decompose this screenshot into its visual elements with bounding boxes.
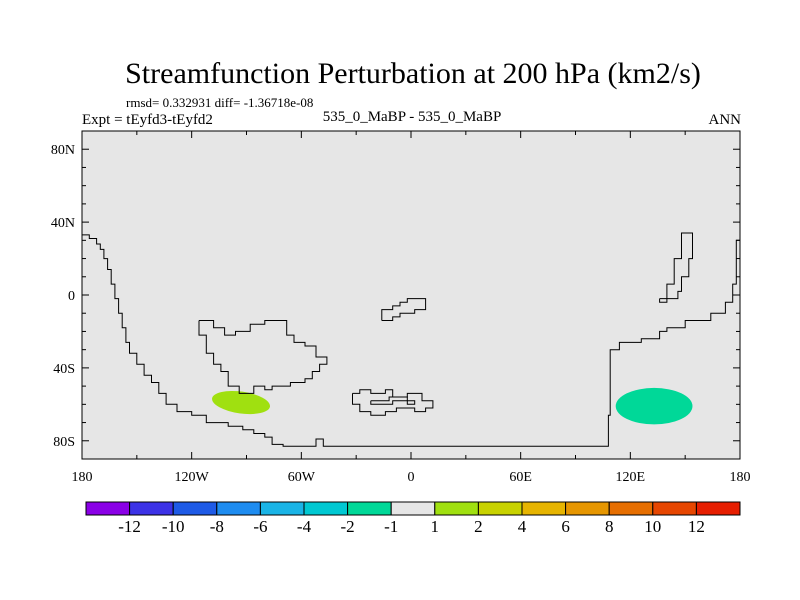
x-tick-label: 120W [175, 470, 210, 485]
coastline [659, 232, 693, 303]
colorbar-label: -6 [253, 517, 267, 536]
y-tick-label: 0 [68, 289, 75, 304]
x-tick-label: 120E [616, 470, 646, 485]
colorbar-swatch [129, 501, 174, 516]
case-label: 535_0_MaBP - 535_0_MaBP [323, 109, 502, 125]
axis-ticks: 180 120W 60W 0 60E 120E 180 80N 40N 0 40S 80S [51, 131, 751, 485]
colorbar-label: -12 [118, 517, 141, 536]
colorbar-label: -1 [384, 517, 398, 536]
colorbar-swatch [477, 501, 523, 516]
colorbar-swatch [521, 501, 567, 516]
colorbar-swatch [565, 501, 610, 516]
x-tick-label: 180 [730, 470, 751, 485]
x-tick-label: 60E [509, 470, 532, 485]
colorbar-label: 1 [431, 517, 440, 536]
y-tick-label: 40N [51, 216, 75, 231]
x-tick-label: 180 [72, 470, 93, 485]
y-tick-label: 40S [53, 362, 75, 377]
colorbar-swatch [390, 501, 436, 516]
continent-outlines [82, 232, 740, 447]
colorbar-label: -2 [341, 517, 355, 536]
colorbar-label: -10 [162, 517, 185, 536]
coastline [198, 320, 328, 394]
colorbar-label: 6 [561, 517, 570, 536]
colorbar: -12 -10 -8 -6 -4 -2 -1 1 2 4 6 8 10 12 [85, 501, 741, 536]
season-label: ANN [709, 112, 742, 128]
colorbar-swatch [652, 501, 697, 516]
y-tick-label: 80N [51, 143, 75, 158]
coastline [381, 298, 427, 321]
colorbar-label: 8 [605, 517, 614, 536]
colorbar-label: 12 [688, 517, 705, 536]
colorbar-swatch [172, 501, 218, 516]
colorbar-swatch [85, 501, 131, 516]
colorbar-swatch [434, 501, 479, 516]
colorbar-swatch [216, 501, 261, 516]
positive-anomaly [212, 390, 271, 415]
colorbar-label: 2 [474, 517, 483, 536]
chart-title: Streamfunction Perturbation at 200 hPa (… [125, 57, 701, 90]
negative-anomaly [615, 387, 693, 425]
anomaly-layer [212, 387, 693, 425]
stats-label: rmsd= 0.332931 diff= -1.36718e-08 [126, 95, 313, 110]
colorbar-swatch [695, 501, 741, 516]
x-tick-label: 0 [408, 470, 415, 485]
colorbar-swatch [259, 501, 305, 516]
colorbar-swatch [303, 501, 349, 516]
colorbar-label: -8 [210, 517, 224, 536]
expt-label: Expt = tEyfd3-tEyfd2 [82, 112, 213, 128]
colorbar-label: -4 [297, 517, 312, 536]
colorbar-label: 4 [518, 517, 527, 536]
colorbar-label: 10 [644, 517, 661, 536]
colorbar-swatch [347, 501, 392, 516]
coastline [352, 389, 434, 416]
y-tick-label: 80S [53, 435, 75, 450]
coastline [82, 234, 740, 447]
coastline [370, 396, 416, 405]
colorbar-swatch [608, 501, 654, 516]
x-tick-label: 60W [288, 470, 316, 485]
